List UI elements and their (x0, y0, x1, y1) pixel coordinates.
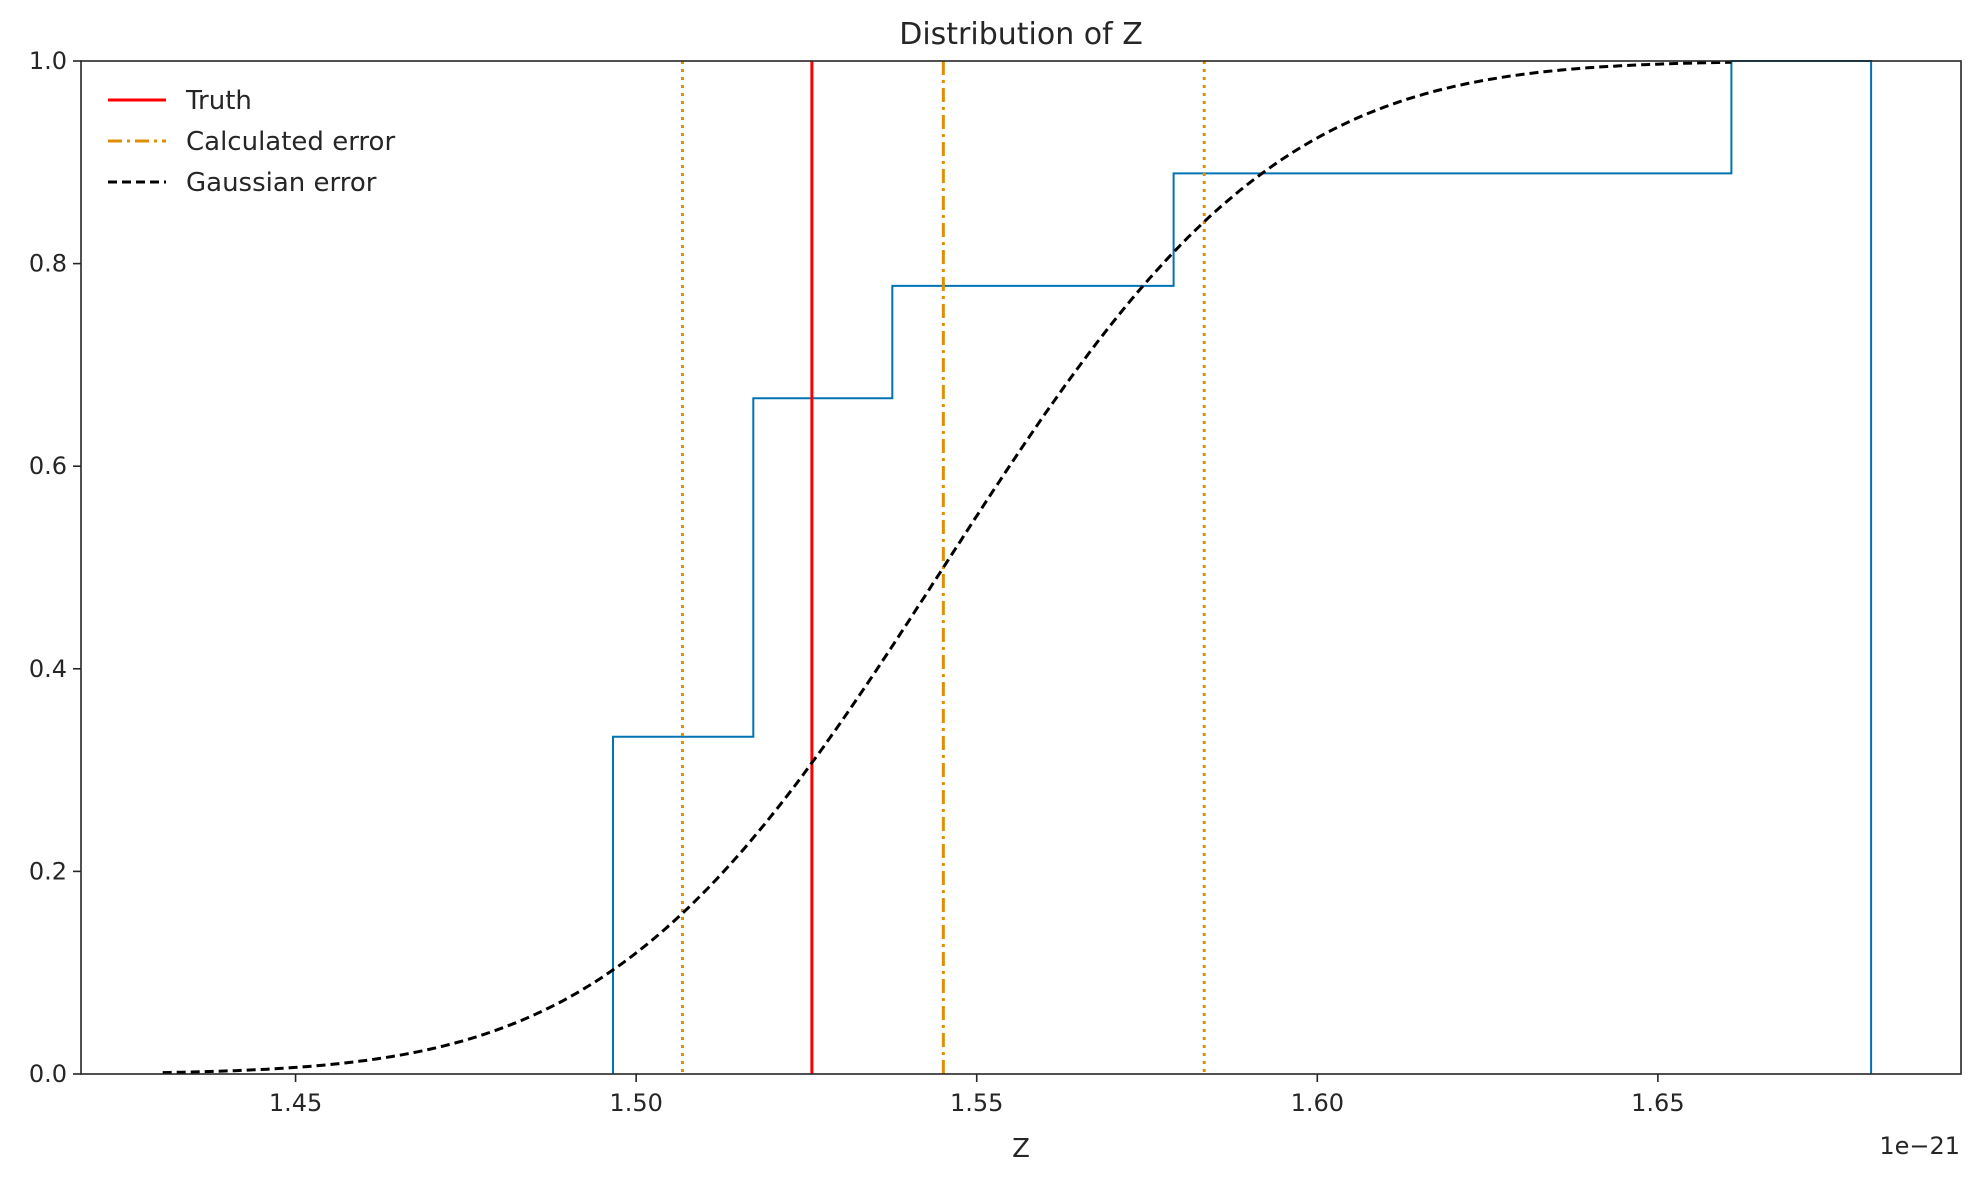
legend-label-calculated-error: Calculated error (186, 127, 395, 157)
x-tick-label: 1.50 (609, 1089, 662, 1117)
gaussian-cdf-line (162, 60, 1732, 1075)
axes-frame (80, 60, 1962, 1075)
x-tick-label: 1.55 (950, 1089, 1003, 1117)
x-axis-label: Z (1012, 1134, 1030, 1164)
legend-label-truth: Truth (185, 86, 252, 116)
y-tick-label: 0.0 (29, 1060, 67, 1088)
axis-ticks: 1.45 1.50 1.55 1.60 1.65 0.0 0.2 0.4 0.6 0.8 1.0 (29, 47, 1685, 1117)
x-tick-label: 1.45 (269, 1089, 322, 1117)
legend-label-gaussian-error: Gaussian error (186, 168, 377, 198)
y-tick-label: 0.4 (29, 655, 67, 683)
legend: Truth Calculated error Gaussian error (108, 86, 395, 198)
x-tick-label: 1.60 (1291, 1089, 1344, 1117)
x-tick-label: 1.65 (1631, 1089, 1684, 1117)
x-axis-offset-label: 1e−21 (1879, 1132, 1960, 1160)
y-tick-label: 1.0 (29, 47, 67, 75)
y-tick-label: 0.8 (29, 250, 67, 278)
y-tick-label: 0.6 (29, 452, 67, 480)
chart-title: Distribution of Z (899, 17, 1143, 52)
y-tick-label: 0.2 (29, 857, 67, 885)
